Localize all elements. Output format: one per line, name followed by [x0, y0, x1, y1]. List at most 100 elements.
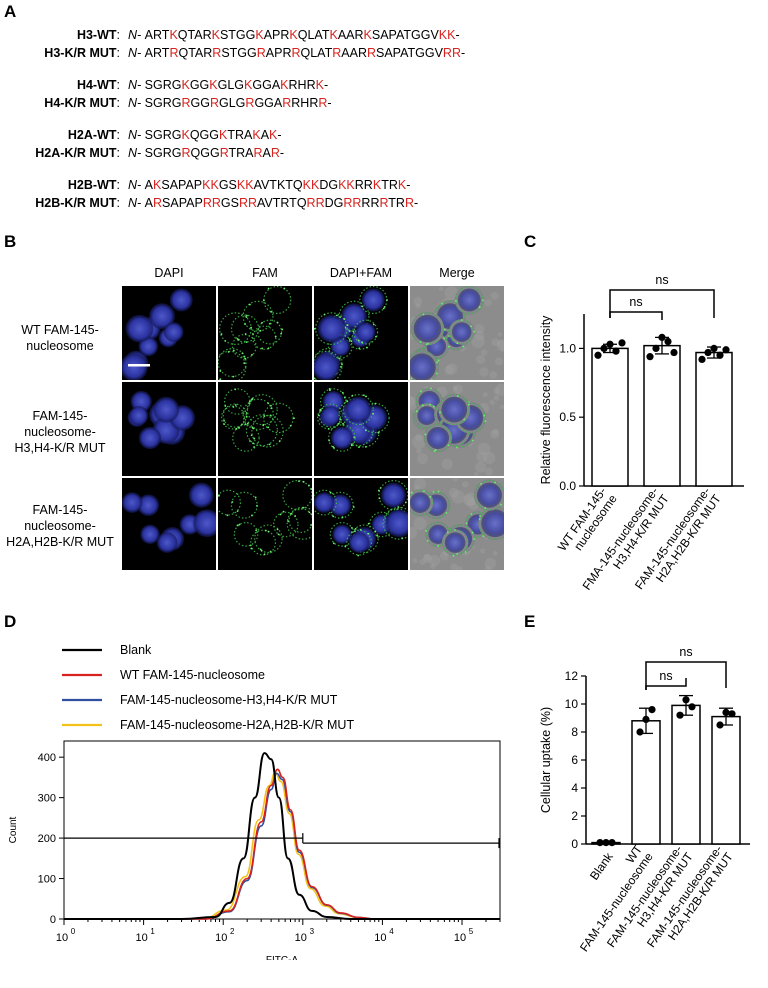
signal-dot	[420, 390, 422, 393]
modified-residue: KK	[202, 178, 219, 192]
data-point	[648, 706, 656, 714]
texture-spot	[493, 388, 500, 395]
residue-segment: A	[262, 146, 271, 160]
signal-dot	[365, 395, 367, 398]
chart-flow-cytometry: Blank WT FAM-145-nucleosome FAM-145-nucleo…	[8, 643, 501, 960]
texture-spot	[493, 394, 500, 401]
microscopy-image	[410, 286, 504, 380]
signal-dot	[310, 488, 312, 490]
texture-spot	[483, 451, 496, 464]
signal-dot	[276, 321, 279, 324]
signal-dot	[426, 539, 429, 542]
signal-dot	[270, 407, 273, 410]
sequence-row: H3-WT: N- ARTKQTARKSTGGKAPRKQLATKAARKSAPA…	[0, 28, 520, 46]
residue-segment: GG	[190, 96, 210, 110]
residue-segment: -	[460, 46, 466, 60]
signal-dot	[226, 514, 229, 517]
nucleus	[169, 288, 193, 312]
membrane-signal	[410, 489, 434, 516]
signal-dot	[364, 445, 367, 448]
signal-dot	[483, 414, 486, 417]
membrane-signal	[263, 402, 294, 434]
residue-segment: QLAT	[300, 46, 333, 60]
nucleus	[410, 353, 436, 380]
signal-dot	[484, 420, 487, 423]
data-point	[710, 344, 718, 352]
signal-dot	[435, 372, 438, 375]
y-tick-label: 0.5	[559, 410, 576, 424]
y-tick-label: 0	[50, 914, 56, 926]
signal-dot	[341, 516, 344, 519]
residue-segment: APR	[265, 46, 292, 60]
modified-residue: R	[270, 146, 280, 160]
bar	[591, 347, 629, 487]
membrane-signal	[415, 388, 443, 415]
signal-dot	[308, 484, 310, 487]
membrane-signal	[346, 529, 373, 556]
membrane-signal	[218, 350, 247, 380]
signal-dot	[478, 306, 481, 309]
signal-dot	[253, 437, 256, 440]
signal-dot	[278, 440, 281, 442]
residue-segment: TR	[381, 178, 398, 192]
signal-dot	[362, 394, 365, 397]
y-tick-label: 12	[565, 669, 579, 683]
signal-dot	[439, 411, 441, 414]
data-point	[608, 839, 616, 847]
signal-dot	[452, 554, 455, 557]
modified-residue: K	[181, 78, 190, 92]
membrane-signal	[474, 479, 504, 511]
y-tick-label: 10	[565, 697, 579, 711]
signal-dot	[232, 349, 235, 352]
sequence-name: H2A-K/R MUT:	[35, 146, 120, 160]
modified-residue: K	[181, 128, 190, 142]
data-point	[606, 340, 614, 348]
membrane-signal	[353, 319, 379, 345]
texture-spot	[491, 338, 500, 347]
signal-dot	[280, 332, 283, 335]
signal-dot	[244, 423, 247, 425]
signal-dot	[338, 357, 340, 360]
signal-dot	[346, 324, 349, 327]
membrane-signal	[231, 334, 257, 359]
nucleus	[341, 303, 367, 330]
sequence-residues: N- SGRGRGGRGLGRGGARRHRR-	[128, 96, 332, 110]
modified-residue: RR	[238, 196, 257, 210]
modified-residue: K	[269, 128, 278, 142]
nucleus	[380, 482, 406, 508]
signal-dot	[357, 554, 360, 557]
texture-spot	[480, 548, 486, 554]
nucleus	[413, 314, 442, 343]
data-point	[594, 351, 602, 359]
modified-residue: R	[318, 96, 328, 110]
signal-dot	[261, 321, 263, 324]
signal-dot	[447, 444, 450, 447]
modified-residue: R	[181, 96, 191, 110]
nucleus	[122, 492, 143, 513]
membrane-signal	[250, 529, 277, 556]
texture-spot	[484, 299, 492, 307]
signal-dot	[317, 414, 320, 417]
signal-dot	[267, 530, 270, 533]
residue-segment: RR	[361, 196, 380, 210]
legend-label: WT FAM-145-nucleosome	[120, 668, 265, 682]
nucleus	[137, 494, 160, 517]
membrane-signal	[438, 394, 470, 426]
signal-dot	[270, 310, 273, 313]
texture-spot	[439, 551, 449, 561]
membrane-signal	[246, 394, 278, 426]
bar	[695, 351, 733, 487]
modified-residue: RR	[306, 196, 325, 210]
signal-dot	[429, 403, 432, 406]
nucleus	[314, 492, 335, 513]
sequence-name: H2B-K/R MUT:	[35, 196, 120, 210]
signal-dot	[252, 333, 254, 335]
residue-segment: SGRG	[144, 128, 182, 142]
residue-segment: SGRG	[144, 78, 182, 92]
nucleus	[140, 524, 160, 545]
residue-segment: RR	[354, 178, 373, 192]
sequence-name: H3-K/R MUT:	[44, 46, 120, 60]
membrane-signal	[424, 424, 452, 452]
signal-dot	[290, 512, 293, 515]
x-tick-exponent: 1	[150, 927, 155, 936]
